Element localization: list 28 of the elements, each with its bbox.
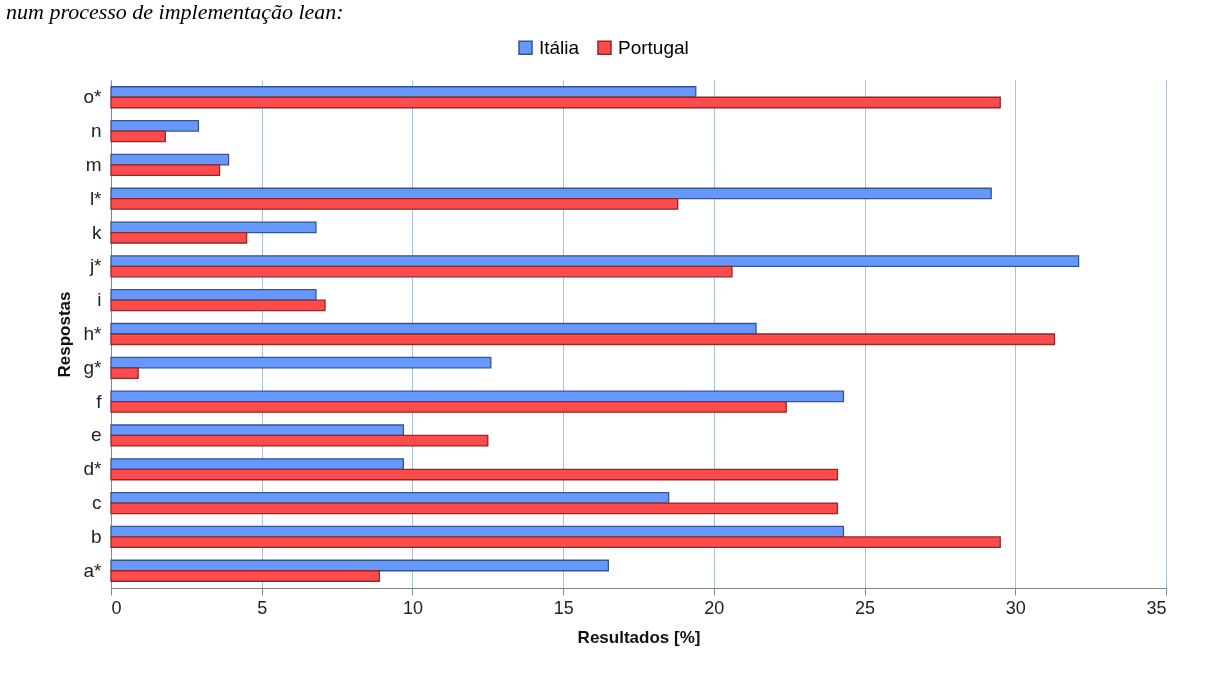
y-tick-label: j* <box>88 255 103 277</box>
y-tick-label: f <box>96 390 103 412</box>
y-tick-label: n <box>90 120 102 142</box>
x-tick-label: 15 <box>553 597 574 618</box>
y-tick-label: d* <box>83 458 103 480</box>
y-tick-label: b <box>90 525 102 547</box>
y-tick-label: h* <box>83 323 103 344</box>
x-tick-label: 0 <box>111 597 122 618</box>
y-tick-label: i <box>97 289 102 311</box>
x-tick-label: 35 <box>1146 597 1167 618</box>
x-axis-title: Resultados [%] <box>577 627 701 647</box>
x-tick-label: 20 <box>704 597 725 618</box>
y-tick-label: k <box>92 221 102 243</box>
y-tick-label: g* <box>83 356 103 378</box>
legend-label: Portugal <box>618 36 689 58</box>
y-tick-label: l* <box>89 187 103 209</box>
text: num processo de implementação lean: <box>6 0 344 24</box>
y-axis-title: Respostas <box>54 291 74 378</box>
x-tick-label: 10 <box>402 597 423 618</box>
x-tick-label: 25 <box>855 597 876 618</box>
y-tick-label: c <box>92 492 102 514</box>
legend-label: Itália <box>539 36 580 58</box>
x-tick-label: 5 <box>257 597 268 618</box>
x-tick-label: 30 <box>1005 597 1026 618</box>
y-tick-label: o* <box>83 86 103 108</box>
y-tick-label: e <box>90 424 102 446</box>
y-tick-label: m <box>85 153 102 175</box>
y-tick-label: a* <box>83 559 103 581</box>
